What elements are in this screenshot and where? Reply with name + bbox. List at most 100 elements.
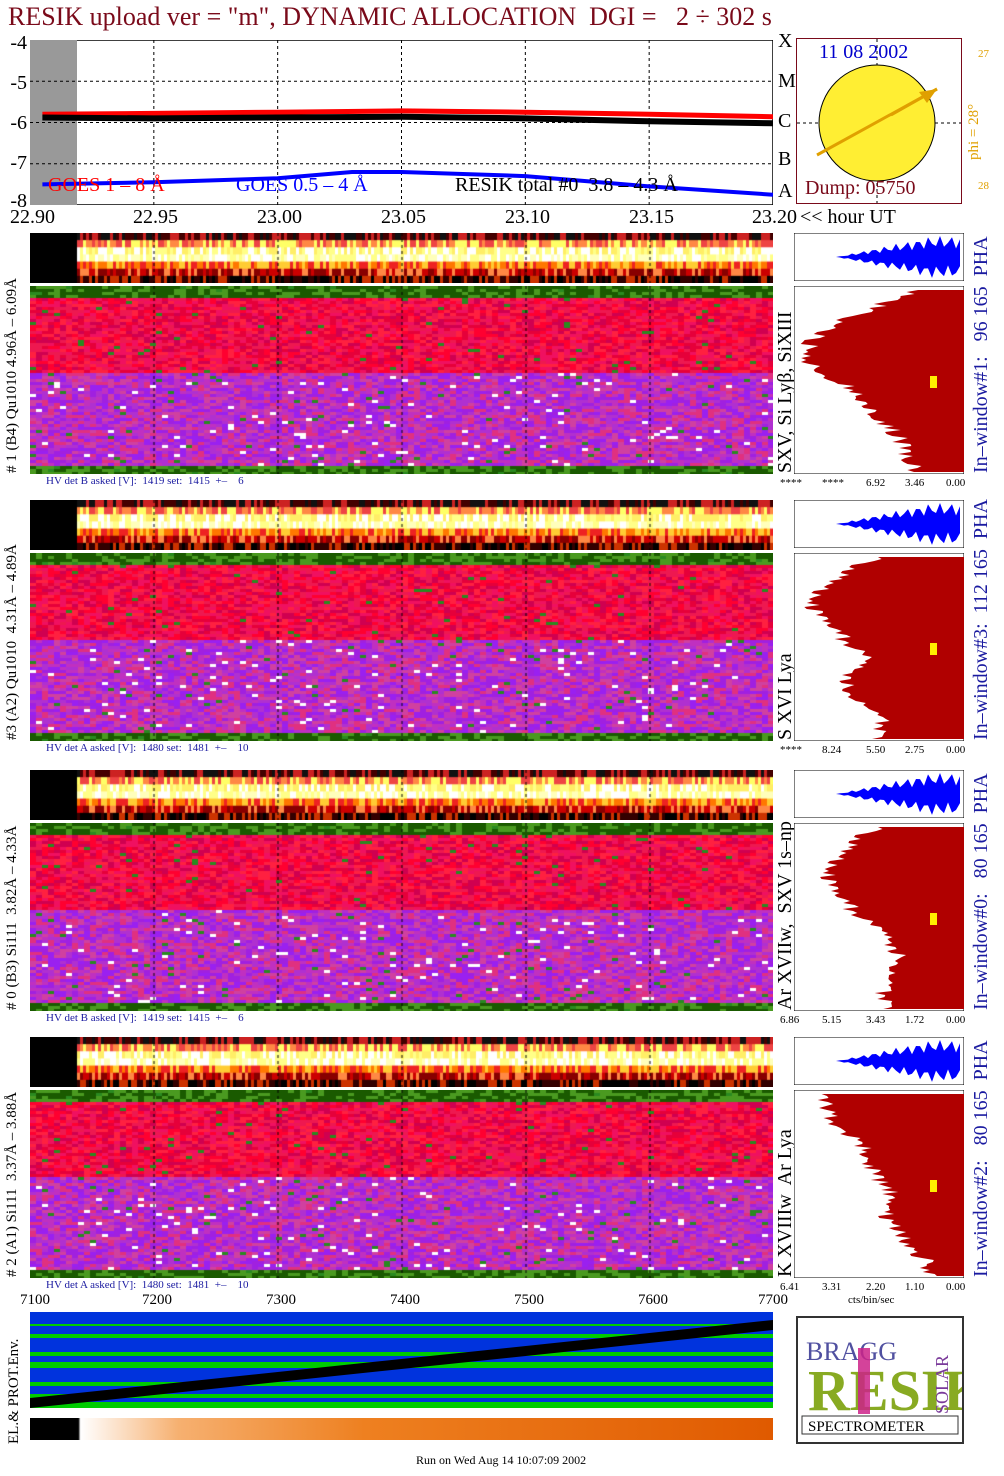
- series-line-1: [42, 170, 773, 197]
- ytick-label: -4: [10, 32, 27, 54]
- env-tick: 7300: [266, 1292, 296, 1308]
- env-tick: 7500: [514, 1292, 544, 1308]
- channel-spectrogram: [30, 553, 773, 741]
- class-label: M: [778, 70, 796, 92]
- channel-left-label: #3 (A2) Qu1010 4.31Å – 4.89Å: [4, 544, 20, 740]
- spectrum-area: [817, 1094, 964, 1276]
- spectrum-scale-tick: 1.72: [905, 1014, 925, 1026]
- page-title: RESIK upload ver = "m", DYNAMIC ALLOCATI…: [8, 2, 772, 31]
- spectrum-scale-tick: 8.24: [822, 744, 842, 756]
- env-label: EL.& PROT.Env.: [6, 1338, 22, 1444]
- pha-histogram: [794, 500, 964, 548]
- spectrum-scale-tick: 5.50: [866, 744, 886, 756]
- channel-strip: [30, 233, 773, 283]
- hv-readout: HV det A asked [V]: 1480 set: 1481 +– 10: [46, 742, 249, 754]
- channel-strip: [30, 1037, 773, 1087]
- spectrum-scale-tick: 6.92: [866, 477, 886, 489]
- env-band: [30, 1386, 773, 1394]
- time-axis: 22.90 22.95 23.00 23.05 23.10 23.15 23.2…: [0, 206, 1004, 230]
- time-tick: 22.90: [10, 206, 55, 228]
- pha-area: [796, 503, 960, 545]
- env-band: [30, 1398, 773, 1402]
- spectrum-scale-tick: ****: [822, 477, 844, 489]
- spectrum-marker: [930, 1180, 937, 1192]
- channel-spectrogram: [30, 1090, 773, 1278]
- env-tick: 7200: [142, 1292, 172, 1308]
- spectrum-marker: [930, 643, 937, 655]
- sun-inset: 11 08 2002 Dump: 05750: [796, 38, 962, 204]
- time-tick: 22.95: [133, 206, 178, 228]
- spectrum-scale-tick: ****: [780, 744, 802, 756]
- class-label: C: [778, 110, 792, 132]
- env-tick: 7100: [20, 1292, 50, 1308]
- in-window-label: In–window#2: 80 165 PHA: [970, 1040, 992, 1277]
- time-tick: 23.10: [505, 206, 550, 228]
- logo-top-text: BRAGG: [806, 1337, 897, 1366]
- hv-readout: HV det B asked [V]: 1419 set: 1415 +– 6: [46, 475, 244, 487]
- run-footer: Run on Wed Aug 14 10:07:09 2002: [416, 1453, 587, 1467]
- spectrum-area: [820, 827, 964, 1009]
- logo-caption: SPECTROMETER: [808, 1419, 925, 1435]
- time-tick: 23.20: [752, 206, 797, 228]
- logo-art: BRAGG RESIK SOLAR SPECTROMETER: [801, 1322, 989, 1435]
- spectrum-scale-tick: 3.43: [866, 1014, 886, 1026]
- spectrum-profile: [794, 553, 964, 741]
- time-unit: << hour UT: [800, 206, 896, 228]
- ytick-label: -6: [10, 112, 27, 134]
- ytick-label: -7: [10, 152, 27, 174]
- phi-tick-bottom: 28: [978, 180, 989, 192]
- channel-strip: [30, 500, 773, 550]
- env-strip: [30, 1418, 773, 1440]
- env-tick: 7700: [758, 1292, 788, 1308]
- class-label: A: [778, 180, 793, 202]
- ytick-label: -5: [10, 72, 27, 94]
- channel-spectrogram: [30, 823, 773, 1011]
- legend-resik: RESIK total #0 3.8 – 4.3 Å: [455, 174, 678, 196]
- env-band: [30, 1368, 773, 1382]
- channel-left-label: # 0 (B3) Si111 3.82Å – 4.33Å: [4, 825, 20, 1010]
- spectrum-marker: [930, 376, 937, 388]
- env-tick: 7400: [390, 1292, 420, 1308]
- channel-left-label: # 1 (B4) Qu1010 4.96Å – 6.09Å: [4, 278, 20, 473]
- spectrum-profile: [794, 823, 964, 1011]
- spectrum-unit: cts/bin/sec: [848, 1294, 895, 1306]
- time-tick: 23.05: [381, 206, 426, 228]
- channel-strip: [30, 770, 773, 820]
- spectrum-scale-tick: 0.00: [946, 1014, 966, 1026]
- logo-letters: RESIK: [808, 1358, 962, 1423]
- env-axis: 7100 7200 7300 7400 7500 7600 7700: [0, 1292, 800, 1314]
- legend-goes-short: GOES 0.5 – 4 Å: [236, 174, 368, 196]
- spectrum-scale-tick: 0.00: [946, 744, 966, 756]
- spectrum-marker: [930, 913, 937, 925]
- hv-readout: HV det B asked [V]: 1419 set: 1415 +– 6: [46, 1012, 244, 1024]
- lightcurve-chart: [30, 40, 773, 205]
- series-line-2: [42, 113, 773, 127]
- spectrum-scale-tick: 6.86: [780, 1014, 800, 1026]
- spectrum-scale-tick: ****: [780, 477, 802, 489]
- phi-tick-top: 27: [978, 48, 989, 60]
- pha-area: [796, 236, 960, 278]
- class-label: X: [778, 30, 793, 52]
- pha-area: [796, 1040, 960, 1082]
- spectrum-profile: [794, 1090, 964, 1278]
- env-tick: 7600: [638, 1292, 668, 1308]
- class-label: B: [778, 148, 792, 170]
- channel-left-label: # 2 (A1) Si111 3.37Å – 3.88Å: [4, 1091, 20, 1277]
- spectrum-scale-tick: 2.20: [866, 1281, 886, 1293]
- time-tick: 23.00: [257, 206, 302, 228]
- spectrum-scale-tick: 3.46: [905, 477, 925, 489]
- series-line-0: [42, 108, 773, 120]
- lightcurve-yticks: -4 -5 -6 -7 -8: [0, 30, 30, 212]
- spectrum-scale-tick: 3.31: [822, 1281, 842, 1293]
- sun-date: 11 08 2002: [819, 41, 909, 63]
- phi-label: phi = 28°: [966, 103, 982, 160]
- pha-histogram: [794, 1037, 964, 1085]
- spectrum-scale-tick: 5.15: [822, 1014, 842, 1026]
- spectrum-scale-tick: 6.41: [780, 1281, 800, 1293]
- time-tick: 23.15: [629, 206, 674, 228]
- pha-area: [796, 773, 960, 815]
- dump-label: Dump: 05750: [805, 177, 916, 199]
- in-window-label: In–window#3: 112 165 PHA: [970, 499, 992, 740]
- spectrum-area: [804, 557, 964, 739]
